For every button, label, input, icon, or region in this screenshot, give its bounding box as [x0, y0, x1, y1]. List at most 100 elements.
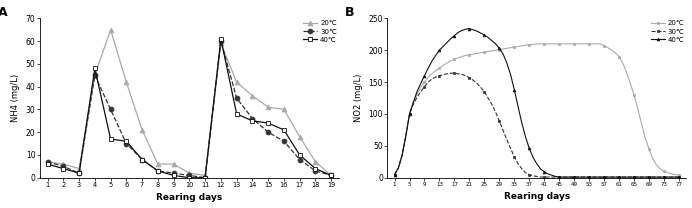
30℃ [75, 172, 83, 175]
20℃ [217, 42, 225, 45]
20℃ [507, 46, 515, 49]
X-axis label: Rearing days: Rearing days [156, 193, 223, 202]
40℃ [170, 174, 178, 177]
30℃ [170, 172, 178, 175]
Line: 40℃: 40℃ [393, 27, 680, 178]
30℃ [107, 108, 115, 111]
30℃ [185, 174, 194, 177]
30℃ [311, 170, 320, 172]
X-axis label: Rearing days: Rearing days [504, 192, 570, 201]
20℃ [154, 163, 162, 165]
40℃ [185, 176, 194, 179]
40℃ [518, 122, 526, 124]
20℃ [488, 50, 496, 52]
Y-axis label: NH4 (mg/L): NH4 (mg/L) [11, 74, 20, 122]
30℃ [510, 155, 518, 158]
40℃ [44, 163, 52, 165]
30℃ [518, 168, 526, 170]
20℃ [185, 172, 194, 175]
20℃ [390, 173, 399, 176]
40℃ [280, 129, 288, 131]
30℃ [138, 158, 146, 161]
30℃ [264, 131, 273, 134]
40℃ [233, 113, 241, 115]
Line: 20℃: 20℃ [393, 42, 680, 177]
20℃ [44, 161, 52, 163]
40℃ [327, 174, 336, 177]
30℃ [44, 161, 52, 163]
Legend: 20℃, 30℃, 40℃: 20℃, 30℃, 40℃ [302, 20, 338, 43]
Line: 20℃: 20℃ [45, 27, 334, 178]
40℃ [217, 38, 225, 40]
30℃ [390, 173, 399, 176]
20℃ [533, 43, 541, 45]
40℃ [107, 138, 115, 140]
30℃ [327, 174, 336, 177]
40℃ [555, 176, 563, 178]
30℃ [201, 176, 209, 179]
20℃ [107, 28, 115, 31]
30℃ [555, 176, 563, 178]
30℃ [122, 142, 131, 145]
20℃ [170, 163, 178, 165]
40℃ [248, 120, 257, 122]
Legend: 20℃, 30℃, 40℃: 20℃, 30℃, 40℃ [650, 20, 685, 43]
Line: 30℃: 30℃ [45, 39, 334, 180]
40℃ [446, 37, 455, 40]
20℃ [446, 60, 455, 62]
40℃ [488, 40, 496, 42]
Line: 30℃: 30℃ [393, 72, 680, 178]
30℃ [488, 103, 496, 106]
30℃ [295, 158, 304, 161]
40℃ [491, 43, 500, 45]
30℃ [60, 165, 68, 168]
30℃ [446, 72, 455, 74]
30℃ [280, 140, 288, 142]
20℃ [201, 174, 209, 177]
20℃ [311, 161, 320, 163]
40℃ [465, 27, 473, 30]
40℃ [201, 176, 209, 179]
Line: 40℃: 40℃ [45, 36, 334, 180]
20℃ [552, 43, 560, 45]
20℃ [675, 174, 683, 176]
Y-axis label: NO2 (mg/L): NO2 (mg/L) [354, 74, 363, 122]
40℃ [138, 158, 146, 161]
30℃ [675, 176, 683, 178]
30℃ [536, 176, 545, 178]
20℃ [295, 135, 304, 138]
30℃ [450, 72, 459, 74]
20℃ [514, 45, 522, 48]
30℃ [233, 97, 241, 99]
40℃ [91, 67, 99, 70]
30℃ [491, 111, 500, 113]
40℃ [552, 175, 560, 178]
20℃ [91, 74, 99, 77]
30℃ [217, 40, 225, 42]
40℃ [75, 172, 83, 175]
20℃ [248, 94, 257, 97]
Text: A: A [0, 6, 8, 19]
20℃ [280, 108, 288, 111]
40℃ [510, 89, 518, 91]
20℃ [122, 81, 131, 83]
20℃ [264, 106, 273, 108]
40℃ [264, 122, 273, 124]
20℃ [484, 50, 492, 53]
40℃ [154, 170, 162, 172]
20℃ [60, 163, 68, 165]
40℃ [122, 140, 131, 142]
40℃ [60, 167, 68, 170]
30℃ [91, 74, 99, 77]
30℃ [154, 170, 162, 172]
Text: B: B [345, 6, 355, 19]
40℃ [390, 173, 399, 176]
40℃ [311, 167, 320, 170]
20℃ [138, 129, 146, 131]
40℃ [295, 154, 304, 156]
20℃ [327, 174, 336, 177]
40℃ [675, 176, 683, 178]
20℃ [233, 81, 241, 83]
30℃ [248, 117, 257, 120]
20℃ [75, 167, 83, 170]
